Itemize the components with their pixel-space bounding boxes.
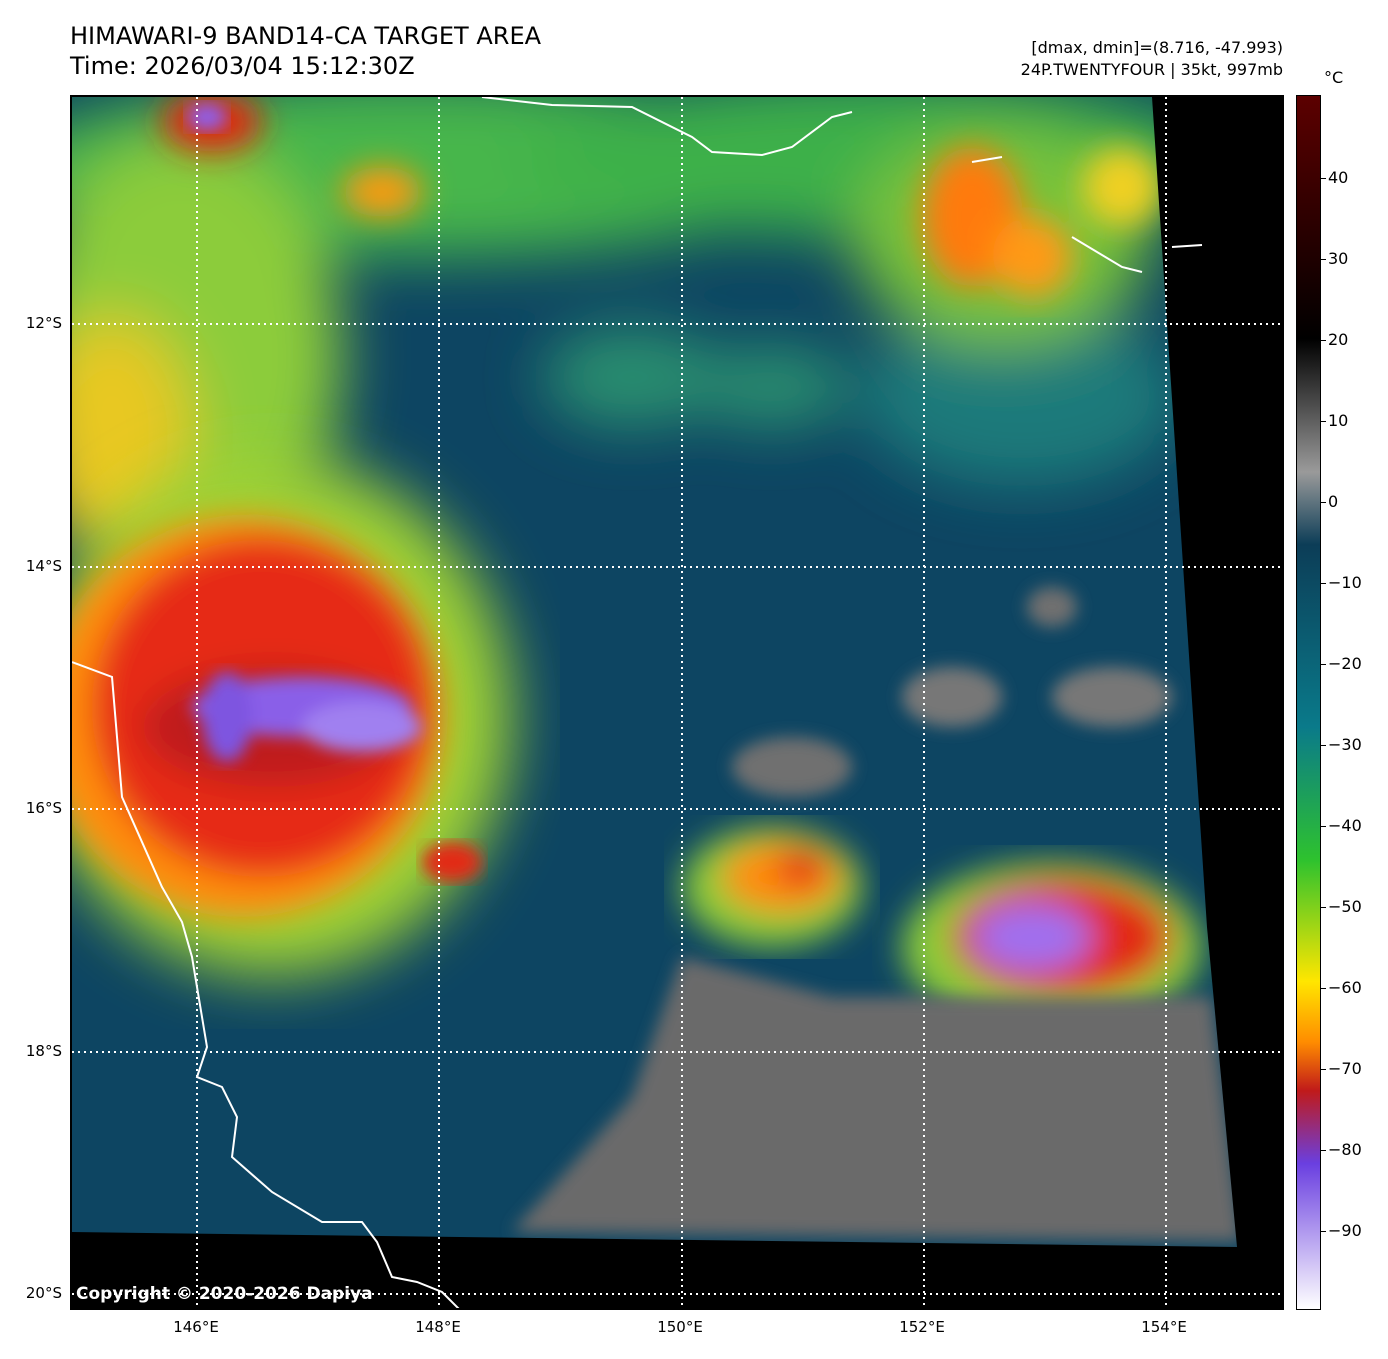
- colorbar-tick-label: −70: [1328, 1059, 1362, 1078]
- northern-cloud-band: [72, 97, 1222, 577]
- small-cell: [422, 842, 482, 882]
- colorbar-tick-label: 40: [1328, 168, 1349, 187]
- graticule: [72, 97, 1282, 1308]
- colorbar-tick: [1321, 502, 1326, 503]
- satellite-map: [70, 95, 1284, 1310]
- colorbar-unit: °C: [1324, 68, 1344, 87]
- satellite-imagery: [72, 97, 1282, 1308]
- colorbar-tick: [1321, 664, 1326, 665]
- lat-label-20s: 20°S: [25, 1284, 62, 1302]
- storm-info: 24P.TWENTYFOUR | 35kt, 997mb: [1020, 60, 1283, 79]
- clear-sky-region: [512, 587, 1242, 1242]
- colorbar-tick: [1321, 259, 1326, 260]
- colorbar-tick: [1321, 340, 1326, 341]
- colorbar-tick-label: 30: [1328, 249, 1349, 268]
- chart-title: HIMAWARI-9 BAND14-CA TARGET AREA: [70, 22, 542, 50]
- lat-label-18s: 18°S: [25, 1042, 62, 1060]
- colorbar-tick: [1321, 421, 1326, 422]
- lon-label-152e: 152°E: [899, 1318, 945, 1336]
- colorbar-tick: [1321, 178, 1326, 179]
- colorbar-tick: [1321, 988, 1326, 989]
- colorbar-tick: [1321, 1231, 1326, 1232]
- colorbar-tick: [1321, 1069, 1326, 1070]
- coastline-australia: [72, 661, 460, 1308]
- eastern-cell-2: [902, 862, 1202, 1032]
- lon-label-148e: 148°E: [415, 1318, 461, 1336]
- colorbar-tick-label: −50: [1328, 897, 1362, 916]
- lat-label-16s: 16°S: [25, 799, 62, 817]
- timestamp: Time: 2026/03/04 15:12:30Z: [70, 52, 415, 80]
- lon-label-150e: 150°E: [657, 1318, 703, 1336]
- colorbar-tick-label: −20: [1328, 654, 1362, 673]
- colorbar-tick-label: −80: [1328, 1140, 1362, 1159]
- colorbar-tick: [1321, 1150, 1326, 1151]
- colorbar-tick-label: 0: [1328, 492, 1339, 511]
- colorbar-tick-label: −10: [1328, 573, 1362, 592]
- range-info: [dmax, dmin]=(8.716, -47.993): [1031, 38, 1283, 57]
- colorbar-tick-label: −60: [1328, 978, 1362, 997]
- colorbar-tick-label: −90: [1328, 1221, 1362, 1240]
- lat-label-14s: 14°S: [25, 557, 62, 575]
- lat-label-12s: 12°S: [25, 314, 62, 332]
- colorbar-tick-label: 10: [1328, 411, 1349, 430]
- eastern-cell-1: [682, 827, 862, 947]
- colorbar-tick: [1321, 826, 1326, 827]
- colorbar-tick-label: −40: [1328, 816, 1362, 835]
- copyright-text: Copyright © 2020-2026 Dapiya: [76, 1284, 373, 1304]
- colorbar-tick: [1321, 745, 1326, 746]
- no-data-east: [72, 97, 1282, 1308]
- cold-cloud-top-north: [187, 103, 227, 131]
- lon-label-146e: 146°E: [173, 1318, 219, 1336]
- colorbar-tick-label: 20: [1328, 330, 1349, 349]
- storm-coldest-tops: [192, 672, 422, 762]
- coastline-png: [481, 97, 1203, 273]
- lon-label-154e: 154°E: [1141, 1318, 1187, 1336]
- colorbar-tick: [1321, 583, 1326, 584]
- colorbar-tick: [1321, 907, 1326, 908]
- temperature-colorbar: [1296, 95, 1321, 1310]
- colorbar-tick-label: −30: [1328, 735, 1362, 754]
